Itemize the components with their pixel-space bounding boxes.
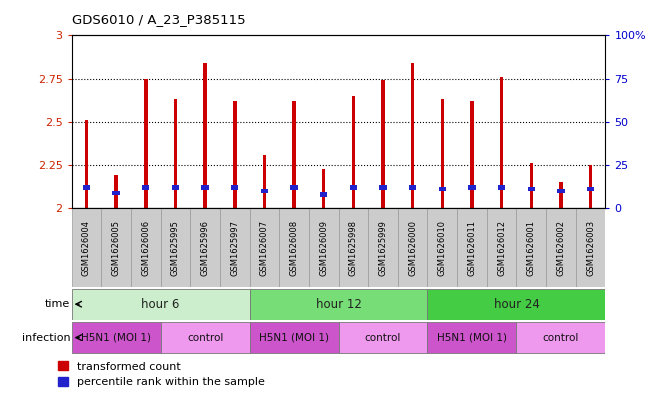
Bar <box>500 77 503 208</box>
Text: control: control <box>543 332 579 343</box>
Bar <box>290 185 298 190</box>
Bar <box>587 187 594 191</box>
Bar <box>85 120 89 208</box>
Bar <box>142 185 150 190</box>
FancyBboxPatch shape <box>339 208 368 287</box>
Text: hour 6: hour 6 <box>141 298 180 311</box>
Text: GSM1626004: GSM1626004 <box>82 220 91 275</box>
FancyBboxPatch shape <box>72 289 249 320</box>
FancyBboxPatch shape <box>72 322 161 353</box>
Text: GSM1626003: GSM1626003 <box>586 220 595 275</box>
Bar <box>498 185 505 190</box>
Text: infection: infection <box>21 332 70 343</box>
Bar <box>470 101 474 208</box>
Bar <box>529 163 533 208</box>
FancyBboxPatch shape <box>428 289 605 320</box>
FancyBboxPatch shape <box>487 208 516 287</box>
Text: GSM1626005: GSM1626005 <box>111 220 120 275</box>
Text: GSM1626010: GSM1626010 <box>438 220 447 275</box>
Bar <box>260 189 268 193</box>
FancyBboxPatch shape <box>457 208 487 287</box>
FancyBboxPatch shape <box>249 208 279 287</box>
Text: GSM1625997: GSM1625997 <box>230 220 239 275</box>
Bar <box>380 185 387 190</box>
Bar <box>527 187 535 191</box>
Bar <box>83 185 90 190</box>
Text: GSM1626007: GSM1626007 <box>260 220 269 275</box>
FancyBboxPatch shape <box>161 208 190 287</box>
FancyBboxPatch shape <box>161 322 249 353</box>
Text: GSM1626011: GSM1626011 <box>467 220 477 275</box>
Bar <box>411 63 415 208</box>
Bar <box>233 101 236 208</box>
Bar <box>262 155 266 208</box>
Bar <box>174 99 177 208</box>
Text: H5N1 (MOI 1): H5N1 (MOI 1) <box>437 332 507 343</box>
Text: GSM1626006: GSM1626006 <box>141 220 150 275</box>
FancyBboxPatch shape <box>516 322 605 353</box>
FancyBboxPatch shape <box>131 208 161 287</box>
Bar <box>203 63 207 208</box>
FancyBboxPatch shape <box>339 322 428 353</box>
FancyBboxPatch shape <box>428 208 457 287</box>
FancyBboxPatch shape <box>398 208 428 287</box>
Text: H5N1 (MOI 1): H5N1 (MOI 1) <box>81 332 151 343</box>
Bar <box>559 182 562 208</box>
Bar <box>115 175 118 208</box>
Legend: transformed count, percentile rank within the sample: transformed count, percentile rank withi… <box>58 362 264 387</box>
FancyBboxPatch shape <box>249 289 428 320</box>
Text: GDS6010 / A_23_P385115: GDS6010 / A_23_P385115 <box>72 13 245 26</box>
FancyBboxPatch shape <box>368 208 398 287</box>
Text: H5N1 (MOI 1): H5N1 (MOI 1) <box>259 332 329 343</box>
Bar <box>144 79 148 208</box>
Text: GSM1625999: GSM1625999 <box>378 220 387 275</box>
Text: hour 12: hour 12 <box>316 298 361 311</box>
Bar <box>172 185 179 190</box>
Bar <box>381 80 385 208</box>
FancyBboxPatch shape <box>516 208 546 287</box>
Bar <box>409 185 417 190</box>
Bar <box>322 169 326 208</box>
Text: time: time <box>45 299 70 309</box>
Bar <box>201 185 209 190</box>
Text: GSM1626001: GSM1626001 <box>527 220 536 275</box>
FancyBboxPatch shape <box>428 322 516 353</box>
Text: GSM1626012: GSM1626012 <box>497 220 506 275</box>
Text: GSM1625998: GSM1625998 <box>349 220 358 275</box>
Bar <box>350 185 357 190</box>
FancyBboxPatch shape <box>190 208 220 287</box>
Bar <box>231 185 238 190</box>
Text: GSM1625995: GSM1625995 <box>171 220 180 275</box>
Text: GSM1625996: GSM1625996 <box>201 220 210 275</box>
FancyBboxPatch shape <box>102 208 131 287</box>
Text: GSM1626009: GSM1626009 <box>319 220 328 275</box>
Text: hour 24: hour 24 <box>493 298 540 311</box>
Bar <box>292 101 296 208</box>
Bar <box>557 189 564 193</box>
FancyBboxPatch shape <box>220 208 249 287</box>
FancyBboxPatch shape <box>279 208 309 287</box>
FancyBboxPatch shape <box>309 208 339 287</box>
Text: control: control <box>187 332 223 343</box>
Bar <box>468 185 476 190</box>
Bar <box>352 96 355 208</box>
FancyBboxPatch shape <box>575 208 605 287</box>
Bar <box>113 191 120 195</box>
Text: control: control <box>365 332 401 343</box>
Text: GSM1626000: GSM1626000 <box>408 220 417 275</box>
Bar <box>320 192 327 196</box>
Bar <box>441 99 444 208</box>
Bar <box>439 187 446 191</box>
FancyBboxPatch shape <box>546 208 575 287</box>
Text: GSM1626002: GSM1626002 <box>557 220 566 275</box>
FancyBboxPatch shape <box>72 208 102 287</box>
FancyBboxPatch shape <box>249 322 339 353</box>
Text: GSM1626008: GSM1626008 <box>290 220 299 275</box>
Bar <box>589 165 592 208</box>
